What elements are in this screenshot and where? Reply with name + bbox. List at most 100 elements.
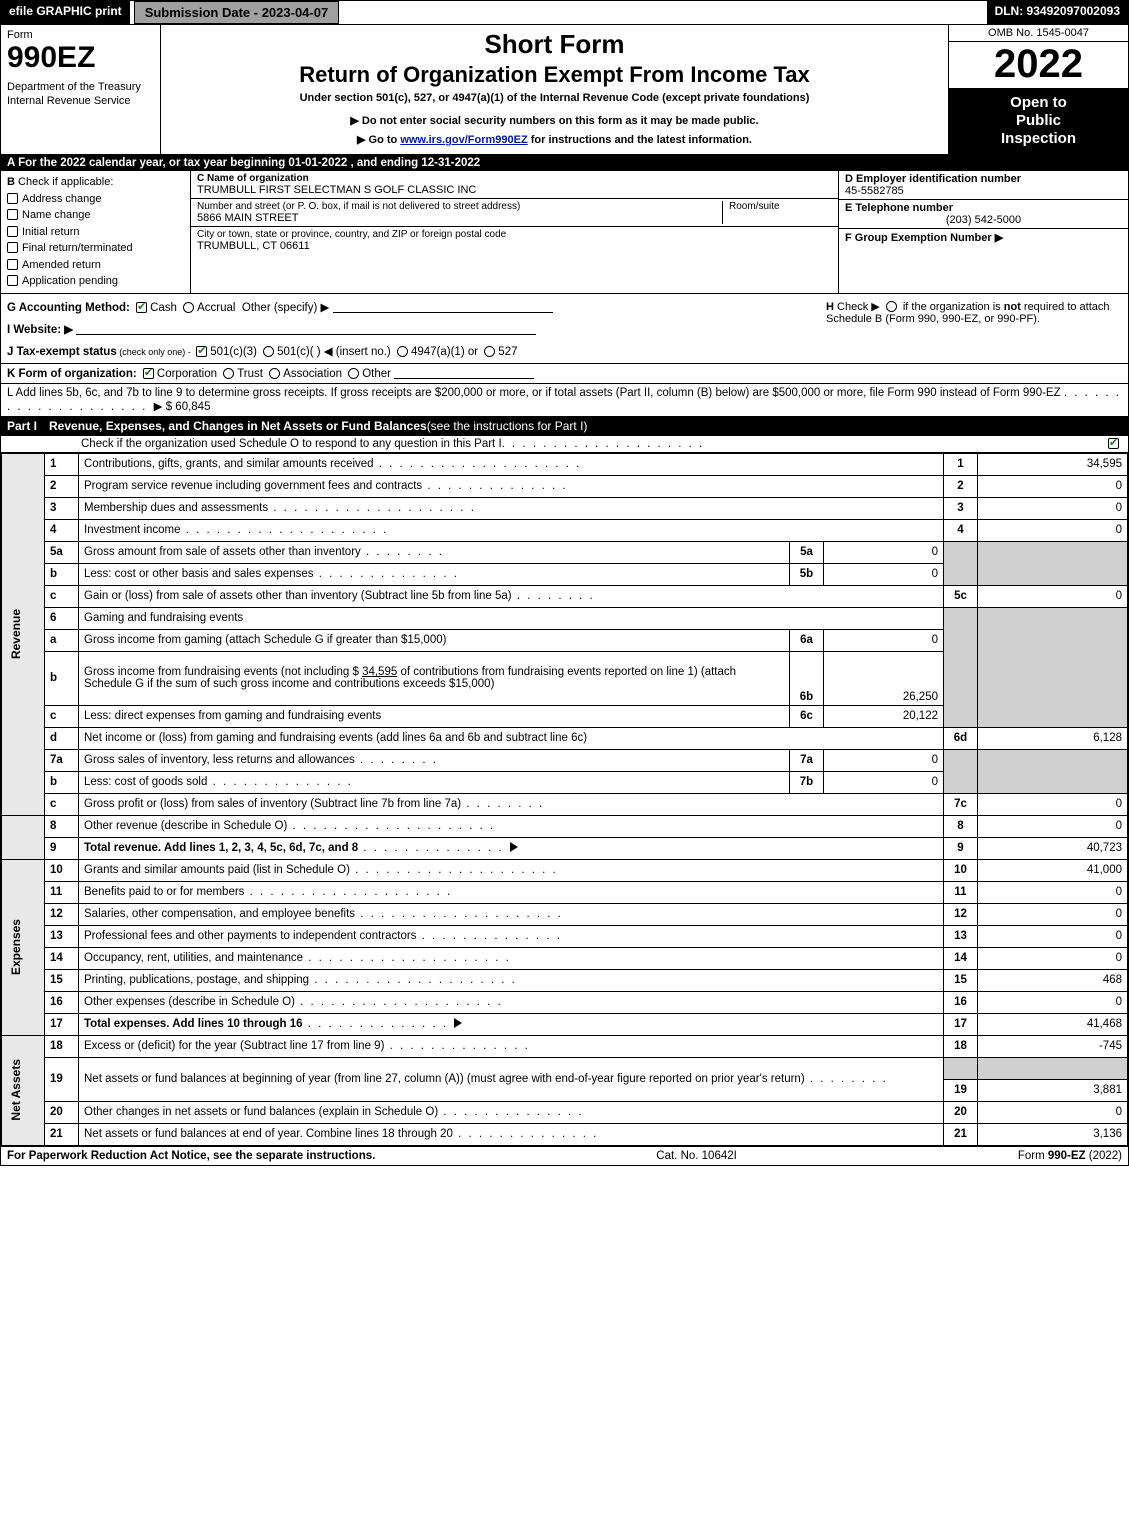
row-3: 3 Membership dues and assessments 3 0	[2, 497, 1128, 519]
rn-10: 10	[944, 859, 978, 881]
chk-501c3[interactable]	[196, 346, 207, 357]
chk-application-pending[interactable]: Application pending	[7, 273, 184, 290]
chk-initial-return[interactable]: Initial return	[7, 224, 184, 241]
h-col: H Check ▶ if the organization is not req…	[818, 294, 1128, 363]
desc-17: Total expenses. Add lines 10 through 16	[79, 1013, 944, 1035]
triangle-icon	[510, 842, 518, 852]
desc-11: Benefits paid to or for members	[79, 881, 944, 903]
chk-4947[interactable]	[397, 346, 408, 357]
chk-501c[interactable]	[263, 346, 274, 357]
part-1-check-text: Check if the organization used Schedule …	[81, 438, 502, 450]
checkbox-icon[interactable]	[7, 242, 18, 253]
row-11: 11 Benefits paid to or for members 11 0	[2, 881, 1128, 903]
city-label: City or town, state or province, country…	[197, 229, 832, 240]
desc-20: Other changes in net assets or fund bala…	[79, 1101, 944, 1123]
chk-address-change[interactable]: Address change	[7, 191, 184, 208]
opt-final-return: Final return/terminated	[22, 242, 133, 254]
row-14: 14 Occupancy, rent, utilities, and maint…	[2, 947, 1128, 969]
row-15: 15 Printing, publications, postage, and …	[2, 969, 1128, 991]
other-specify-input[interactable]	[333, 301, 553, 313]
checkbox-icon[interactable]	[7, 226, 18, 237]
val-20: 0	[978, 1101, 1128, 1123]
efile-graphic-print[interactable]: efile GRAPHIC print	[1, 1, 130, 24]
form-ref-pre: Form	[1018, 1150, 1048, 1162]
ln-6b: b	[45, 651, 79, 705]
ein-label: D Employer identification number	[845, 173, 1021, 185]
opt-527: 527	[498, 346, 517, 358]
desc-2: Program service revenue including govern…	[79, 475, 944, 497]
ln-19: 19	[45, 1057, 79, 1101]
val-3: 0	[978, 497, 1128, 519]
g-i-j-col: G Accounting Method: Cash Accrual Other …	[1, 294, 818, 363]
side-expenses-label: Expenses	[7, 919, 25, 975]
chk-corporation[interactable]	[143, 368, 154, 379]
chk-name-change[interactable]: Name change	[7, 207, 184, 224]
row-19a: 19 Net assets or fund balances at beginn…	[2, 1057, 1128, 1079]
ln-6c: c	[45, 705, 79, 727]
chk-527[interactable]	[484, 346, 495, 357]
shade-7	[944, 749, 978, 793]
open-to-public-inspection: Open to Public Inspection	[949, 88, 1128, 154]
ein-cell: D Employer identification number 45-5582…	[839, 171, 1128, 200]
ein-value: 45-5582785	[845, 185, 904, 197]
chk-trust[interactable]	[223, 368, 234, 379]
side-revenue: Revenue	[2, 453, 45, 815]
chk-final-return[interactable]: Final return/terminated	[7, 240, 184, 257]
addr-row: Number and street (or P. O. box, if mail…	[191, 199, 838, 227]
part-1-header: Part I Revenue, Expenses, and Changes in…	[1, 416, 1128, 436]
other-org-input[interactable]	[394, 367, 534, 379]
top-bar: efile GRAPHIC print Submission Date - 20…	[1, 1, 1128, 25]
header-right: OMB No. 1545-0047 2022 Open to Public In…	[948, 25, 1128, 154]
page-footer: For Paperwork Reduction Act Notice, see …	[1, 1146, 1128, 1165]
part-1-label: Part I	[7, 419, 49, 433]
chk-amended-return[interactable]: Amended return	[7, 257, 184, 274]
chk-other-org[interactable]	[348, 368, 359, 379]
checkbox-icon[interactable]	[7, 275, 18, 286]
ln-5c: c	[45, 585, 79, 607]
checkbox-icon[interactable]	[7, 259, 18, 270]
opt-application-pending: Application pending	[22, 275, 118, 287]
desc-6a: Gross income from gaming (attach Schedul…	[79, 629, 790, 651]
ln-16: 16	[45, 991, 79, 1013]
rn-5c: 5c	[944, 585, 978, 607]
ln-3: 3	[45, 497, 79, 519]
desc-5a: Gross amount from sale of assets other t…	[79, 541, 790, 563]
row-17: 17 Total expenses. Add lines 10 through …	[2, 1013, 1128, 1035]
sec-b-header: B Check if applicable:	[7, 174, 184, 191]
sec-b-t: Check if applicable:	[15, 176, 113, 188]
checkbox-icon[interactable]	[7, 193, 18, 204]
dots-icon	[502, 438, 1102, 450]
entity-block: B Check if applicable: Address change Na…	[1, 171, 1128, 294]
side-rev-cont	[2, 815, 45, 859]
desc-4: Investment income	[79, 519, 944, 541]
section-b: B Check if applicable: Address change Na…	[1, 171, 191, 293]
chk-accrual[interactable]	[183, 302, 194, 313]
k-label: K Form of organization:	[7, 368, 137, 380]
opt-4947: 4947(a)(1) or	[411, 346, 478, 358]
chk-sched-b-not-required[interactable]	[886, 301, 897, 312]
row-2: 2 Program service revenue including gove…	[2, 475, 1128, 497]
form-subtitle: Under section 501(c), 527, or 4947(a)(1)…	[169, 92, 940, 104]
website-input[interactable]	[76, 323, 536, 335]
val-21: 3,136	[978, 1123, 1128, 1145]
val-15: 468	[978, 969, 1128, 991]
sn-6b: 6b	[790, 651, 824, 705]
group-exempt-cell: F Group Exemption Number ▶	[839, 229, 1128, 246]
irs-link[interactable]: www.irs.gov/Form990EZ	[400, 134, 527, 146]
rn-11: 11	[944, 881, 978, 903]
row-20: 20 Other changes in net assets or fund b…	[2, 1101, 1128, 1123]
k-line: K Form of organization: Corporation Trus…	[1, 363, 1128, 383]
val-7c: 0	[978, 793, 1128, 815]
chk-schedule-o-used[interactable]	[1108, 438, 1119, 449]
l-line: L Add lines 5b, 6c, and 7b to line 9 to …	[1, 383, 1128, 416]
row-8: 8 Other revenue (describe in Schedule O)…	[2, 815, 1128, 837]
chk-cash[interactable]	[136, 302, 147, 313]
spacer	[339, 1, 986, 24]
desc-10: Grants and similar amounts paid (list in…	[79, 859, 944, 881]
rn-1: 1	[944, 453, 978, 475]
checkbox-icon[interactable]	[7, 209, 18, 220]
rn-3: 3	[944, 497, 978, 519]
form-number: 990EZ	[7, 41, 154, 75]
row-6: 6 Gaming and fundraising events	[2, 607, 1128, 629]
chk-association[interactable]	[269, 368, 280, 379]
